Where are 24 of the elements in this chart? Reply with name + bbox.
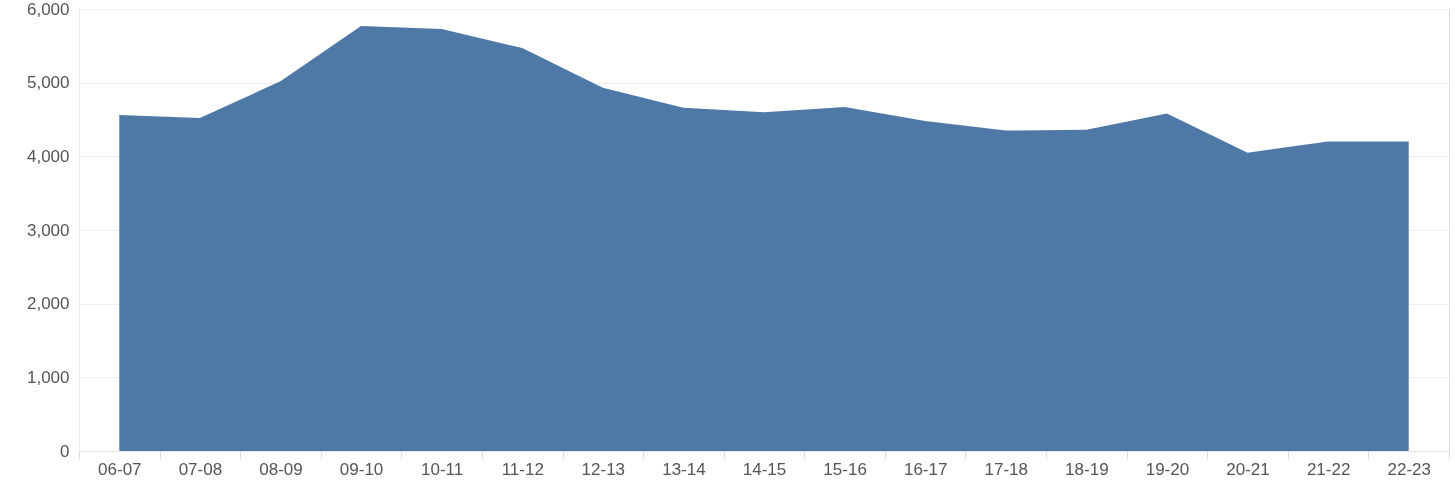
x-tick-label: 12-13 — [581, 459, 626, 479]
y-tick-label: 0 — [60, 441, 70, 461]
x-tick-label: 08-09 — [259, 459, 303, 479]
x-tick-label: 20-21 — [1226, 459, 1270, 479]
x-tick-label: 17-18 — [984, 459, 1029, 479]
x-tick-label: 10-11 — [421, 459, 464, 479]
y-tick-label: 4,000 — [26, 146, 70, 166]
x-tick-label: 14-15 — [742, 459, 787, 479]
x-tick-label: 18-19 — [1065, 459, 1109, 479]
y-tick-label: 5,000 — [26, 73, 70, 93]
y-tick-label: 6,000 — [26, 0, 70, 19]
x-tick-label: 15-16 — [823, 459, 867, 479]
x-tick-label: 11-12 — [501, 459, 544, 479]
x-tick-label: 21-22 — [1306, 459, 1351, 479]
x-tick-label: 19-20 — [1145, 459, 1190, 479]
x-tick-label: 07-08 — [178, 459, 223, 479]
x-tick-label: 09-10 — [339, 459, 384, 479]
x-tick-label: 06-07 — [98, 459, 142, 479]
y-tick-label: 3,000 — [26, 220, 70, 240]
x-tick-label: 16-17 — [903, 459, 948, 479]
x-tick-label: 13-14 — [662, 459, 706, 479]
x-tick-label: 22-23 — [1387, 459, 1431, 479]
y-tick-label: 2,000 — [26, 294, 70, 314]
y-tick-label: 1,000 — [26, 367, 70, 387]
